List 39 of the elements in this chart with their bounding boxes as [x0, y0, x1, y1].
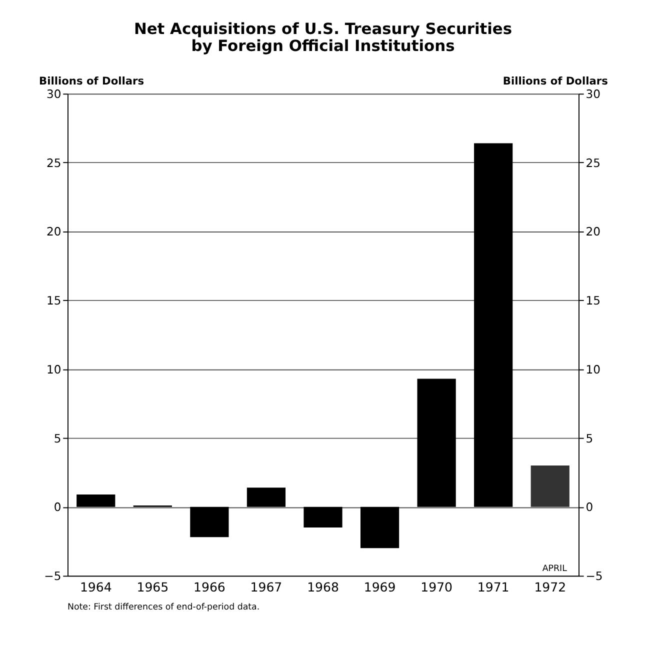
annotation: APRIL	[542, 564, 568, 574]
y2-axis-title: Billions of Dollars	[502, 75, 608, 88]
y-tick-label: −5	[44, 569, 62, 584]
bar	[417, 378, 456, 507]
bar	[246, 488, 286, 507]
x-tick-label: 1966	[194, 580, 226, 595]
text: Net Acquisitions of U.S. Treasury Securities	[134, 20, 512, 38]
x-tick-label: 1971	[477, 580, 510, 595]
y2-tick-label: 30	[586, 86, 600, 101]
y-tick-label: 15	[46, 294, 62, 308]
x-tick-label: 1968	[307, 580, 339, 595]
y2-tick-label: 15	[586, 294, 600, 308]
text: by Foreign Official Institutions	[191, 37, 455, 56]
y-tick-label: 30	[46, 86, 62, 101]
x-tick-label: 1970	[420, 580, 453, 595]
y-tick-label: 5	[54, 431, 62, 446]
y2-tick-label: 5	[586, 431, 594, 446]
x-tick-label: 1972	[534, 580, 566, 595]
x-tick-label: 1964	[80, 580, 112, 595]
x-tick-label: 1969	[364, 580, 396, 595]
x-tick-label: 1965	[136, 580, 169, 595]
y-tick-label: 20	[46, 224, 62, 239]
bar	[76, 494, 116, 507]
y2-tick-label: 25	[586, 156, 600, 170]
y-axis-title: Billions of Dollars	[39, 75, 144, 88]
y2-tick-label: 10	[586, 362, 600, 376]
bar	[530, 466, 570, 507]
bar	[474, 143, 513, 507]
x-tick-label: 1967	[250, 580, 282, 595]
y2-tick-label: 0	[586, 500, 594, 514]
bar	[190, 506, 229, 538]
y2-tick-label: −5	[586, 569, 603, 584]
bar	[360, 506, 400, 548]
y-tick-label: 0	[54, 500, 62, 514]
bar	[304, 506, 342, 528]
text: Note: First differences of end-of-period data.	[67, 602, 260, 612]
y-tick-label: 25	[46, 156, 62, 170]
y2-tick-label: 20	[586, 224, 600, 239]
y-tick-label: 10	[46, 362, 62, 376]
